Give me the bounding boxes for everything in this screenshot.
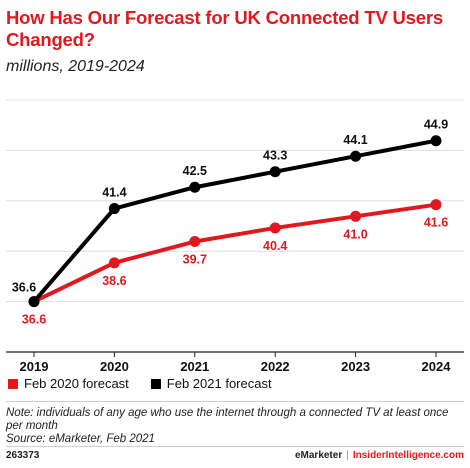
x-tick-label: 2023	[341, 359, 370, 374]
legend-label: Feb 2020 forecast	[24, 376, 129, 391]
data-label: 39.7	[183, 253, 207, 267]
data-label: 41.4	[102, 186, 126, 200]
note-text: Note: individuals of any age who use the…	[6, 407, 449, 432]
legend-label: Feb 2021 forecast	[166, 376, 272, 391]
data-point	[430, 199, 442, 211]
legend-swatch-red	[8, 378, 18, 389]
source-text: Source: eMarketer, Feb 2021	[6, 433, 155, 445]
data-point	[108, 203, 120, 215]
data-point	[189, 236, 201, 248]
note-block: Note: individuals of any age who use the…	[6, 407, 462, 446]
x-tick-label: 2021	[180, 359, 209, 374]
data-label: 41.0	[343, 227, 367, 241]
data-label: 41.6	[424, 216, 448, 230]
x-tick-label: 2019	[20, 359, 49, 374]
series-line-0	[33, 202, 437, 304]
legend-swatch-black	[150, 378, 161, 389]
data-point	[269, 222, 281, 234]
series-line-1	[32, 138, 437, 303]
legend: Feb 2020 forecast Feb 2021 forecast	[8, 376, 272, 391]
data-point	[350, 210, 362, 222]
divider-bottom	[6, 446, 464, 447]
brand: eMarketer | InsiderIntelligence.com	[295, 450, 464, 461]
data-label: 42.5	[183, 164, 207, 178]
chart-subtitle: millions, 2019-2024	[6, 58, 145, 75]
brand-insider-intelligence: InsiderIntelligence.com	[352, 450, 464, 461]
brand-emarketer: eMarketer	[294, 450, 343, 461]
x-tick-label: 2022	[261, 359, 290, 374]
data-label: 44.1	[343, 133, 367, 147]
data-label: 38.6	[102, 274, 126, 288]
data-point	[28, 296, 40, 308]
data-point	[269, 166, 281, 178]
chart-id: 263373	[6, 450, 40, 461]
chart-title: How Has Our Forecast for UK Connected TV…	[6, 7, 443, 50]
data-point	[108, 257, 120, 269]
divider-top	[6, 401, 464, 402]
data-label: 44.9	[424, 118, 448, 132]
data-label: 36.6	[22, 313, 46, 327]
data-label: 36.6	[12, 281, 36, 295]
data-point	[189, 181, 201, 193]
data-point	[430, 135, 442, 147]
data-point	[350, 150, 362, 162]
x-tick-label: 2024	[422, 359, 452, 374]
brand-separator: |	[346, 450, 349, 461]
legend-item-feb-2020: Feb 2020 forecast	[8, 376, 129, 391]
x-tick-label: 2020	[100, 359, 129, 374]
data-label: 40.4	[263, 239, 287, 253]
legend-item-feb-2021: Feb 2021 forecast	[150, 376, 272, 391]
data-label: 43.3	[263, 149, 287, 163]
